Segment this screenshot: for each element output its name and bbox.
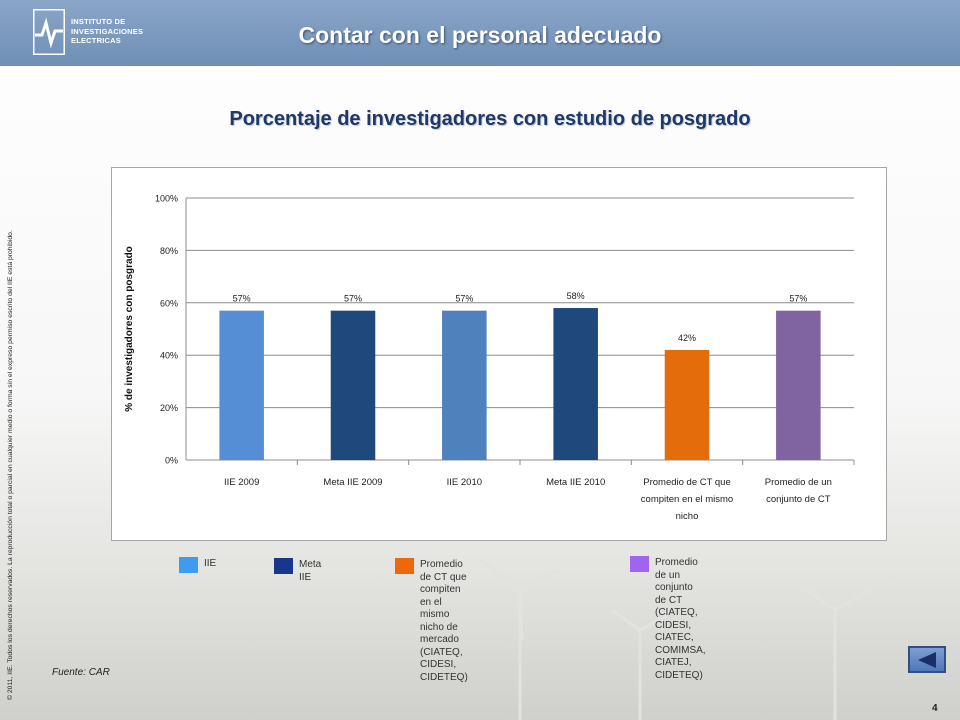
- logo-line: INSTITUTO DE: [71, 17, 126, 26]
- x-tick-label: Meta IIE 2010: [546, 477, 605, 488]
- iie-logo-mark-icon: [33, 9, 65, 55]
- legend-line: Promedio de CT que compiten en el: [420, 559, 467, 608]
- y-tick-label: 60%: [160, 298, 178, 308]
- logo-line: ELECTRICAS: [71, 36, 121, 45]
- legend-label: Meta IIE: [299, 559, 321, 584]
- y-tick-label: 80%: [160, 246, 178, 256]
- chart-frame: 0% 20% 40% 60% 80% 100% % de investigadores co…: [111, 167, 887, 541]
- bar: [776, 310, 821, 460]
- legend-line: IIE: [204, 558, 217, 569]
- bar: [442, 310, 487, 460]
- data-label: 58%: [567, 291, 585, 301]
- data-label: 57%: [455, 294, 473, 304]
- legend-label: Promedio de un conjunto de CT (CIATEQ, C…: [655, 557, 706, 682]
- legend-line: CIDESI, CIDETEQ): [420, 659, 468, 683]
- y-tick-label: 100%: [155, 194, 178, 204]
- legend-swatch: [274, 558, 293, 574]
- legend-swatch: [630, 556, 649, 572]
- x-tick-label: Promedio de un: [765, 477, 832, 488]
- x-tick-label: IIE 2009: [224, 477, 259, 488]
- legend-swatch: [395, 558, 414, 574]
- y-tick-label: 0%: [165, 456, 178, 466]
- x-tick-label: compiten en el mismo: [641, 494, 733, 505]
- copyright-notice: © 2011, IIE. Todos los derechos reservad…: [7, 230, 14, 700]
- data-label: 57%: [344, 294, 362, 304]
- bar-chart: 0% 20% 40% 60% 80% 100% % de investigadores co…: [124, 194, 855, 522]
- logo-line: INVESTIGACIONES: [71, 26, 144, 36]
- x-tick-label: Meta IIE 2009: [323, 477, 382, 488]
- x-tick-label: conjunto de CT: [766, 494, 831, 505]
- data-label: 57%: [789, 294, 807, 304]
- legend-label: Promedio de CT que compiten en el mismo …: [420, 559, 468, 684]
- bar: [553, 308, 598, 460]
- logo-text: INSTITUTO DE INVESTIGACIONES ELECTRICAS: [71, 17, 143, 46]
- header-bar: INSTITUTO DE INVESTIGACIONES ELECTRICAS …: [0, 0, 960, 66]
- x-tick-label: Promedio de CT que: [643, 477, 731, 488]
- legend-line: Meta IIE: [299, 559, 322, 583]
- triangle-left-icon: [918, 652, 936, 668]
- iie-logo: INSTITUTO DE INVESTIGACIONES ELECTRICAS: [33, 9, 143, 57]
- legend-swatch: [179, 557, 198, 573]
- y-tick-label: 40%: [160, 351, 178, 361]
- page-title: Contar con el personal adecuado: [298, 22, 662, 48]
- data-label: 42%: [678, 333, 696, 343]
- bar: [219, 310, 264, 460]
- data-label: 57%: [233, 294, 251, 304]
- bar: [664, 349, 710, 460]
- legend-line: COMIMSA, CIATEJ, CIDETEQ): [655, 644, 706, 681]
- y-axis-label: % de investigadores con posgrado: [124, 246, 135, 412]
- legend-line: Promedio de un conjunto de CT: [655, 557, 698, 606]
- bar: [330, 310, 376, 460]
- source-note: Fuente: CAR: [52, 667, 110, 678]
- legend-label: IIE: [204, 558, 216, 571]
- y-tick-label: 20%: [160, 403, 178, 413]
- legend-line: (CIATEQ, CIDESI, CIATEC,: [655, 607, 698, 643]
- legend-line: mismo nicho de mercado (CIATEQ,: [420, 609, 463, 658]
- page-number: 4: [932, 703, 938, 714]
- back-button[interactable]: [908, 646, 946, 673]
- chart-title: Porcentaje de investigadores con estudio…: [229, 108, 751, 130]
- x-tick-label: IIE 2010: [447, 477, 482, 488]
- x-tick-label: nicho: [676, 511, 699, 522]
